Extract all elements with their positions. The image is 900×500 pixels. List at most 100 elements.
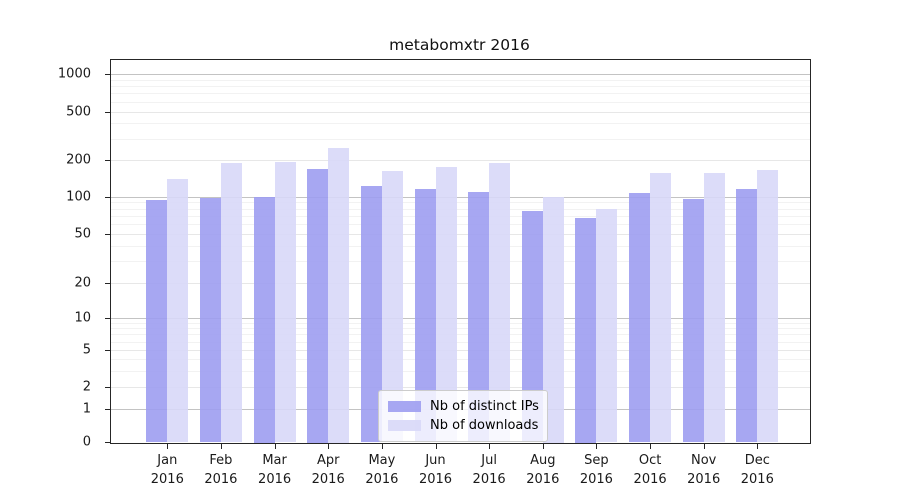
y-axis-tick-label: 200 <box>66 152 91 168</box>
legend: Nb of distinct IPs Nb of downloads <box>378 390 548 442</box>
y-axis-tick-label: 0 <box>82 434 91 450</box>
legend-swatch-distinct-ips <box>388 401 421 412</box>
bar-nb-of-distinct-ips <box>682 198 704 443</box>
x-tick-mark <box>596 444 598 449</box>
grid-line-minor <box>111 224 810 226</box>
y-tick-mark <box>105 350 110 351</box>
grid-line-minor <box>111 202 810 204</box>
bar-nb-of-distinct-ips <box>575 217 597 443</box>
y-axis-tick-label: 1 <box>82 401 91 417</box>
x-axis-tick-label: Aug 2016 <box>526 453 560 487</box>
grid-line-minor <box>111 86 810 88</box>
legend-label: Nb of downloads <box>430 418 539 433</box>
grid-line-major <box>111 111 810 113</box>
y-tick-mark <box>105 442 110 444</box>
x-axis-tick-label: Apr 2016 <box>311 453 345 487</box>
x-tick-mark <box>542 444 544 449</box>
bar-nb-of-distinct-ips <box>360 186 382 443</box>
grid-line-minor <box>111 138 810 140</box>
grid-line-minor <box>111 341 810 343</box>
grid-line-major <box>111 282 810 284</box>
x-axis-tick-label: Feb 2016 <box>204 453 238 487</box>
bar-nb-of-distinct-ips <box>307 169 329 443</box>
bar-nb-of-distinct-ips <box>521 210 543 443</box>
x-tick-mark <box>757 444 759 449</box>
grid-line-minor <box>111 101 810 103</box>
grid-line-power10 <box>111 74 810 75</box>
grid-line-minor <box>111 370 810 372</box>
grid-line-minor <box>111 79 810 81</box>
y-axis-tick-label: 100 <box>66 189 91 204</box>
grid-line-major <box>111 350 810 351</box>
x-tick-mark <box>328 444 330 449</box>
grid-line-major <box>111 159 810 161</box>
grid-line-major <box>111 234 810 236</box>
grid-line-minor <box>111 123 810 125</box>
grid-line-minor <box>111 359 810 360</box>
grid-line-minor <box>111 216 810 217</box>
y-tick-mark <box>105 317 110 319</box>
bar-nb-of-distinct-ips <box>629 193 651 443</box>
bar-nb-of-downloads <box>220 163 242 443</box>
x-axis-tick-label: Oct 2016 <box>633 453 667 487</box>
x-axis-tick-label: Nov 2016 <box>687 453 721 487</box>
bar-nb-of-downloads <box>650 172 672 443</box>
grid-line-minor <box>111 208 810 210</box>
chart-title: metabomxtr 2016 <box>389 36 530 54</box>
y-tick-mark <box>105 282 110 284</box>
x-tick-mark <box>650 444 652 449</box>
y-tick-mark <box>105 74 110 75</box>
x-tick-mark <box>274 444 276 449</box>
x-axis-tick-label: Jan 2016 <box>150 453 184 487</box>
x-tick-mark <box>435 444 437 449</box>
y-axis-tick-label: 50 <box>74 226 91 242</box>
plot-area: Nb of distinct IPs Nb of downloads 0 1 2 5 1… <box>58 59 811 487</box>
y-axis-tick-label: 1000 <box>57 66 91 82</box>
x-tick-mark <box>489 444 491 449</box>
y-axis-tick-label: 2 <box>82 379 91 395</box>
bar-nb-of-downloads <box>703 172 725 443</box>
y-tick-mark <box>105 234 110 236</box>
grid-line-major <box>111 387 810 388</box>
legend-label: Nb of distinct IPs <box>430 399 539 414</box>
grid-line-minor <box>111 93 810 95</box>
grid-line-minor <box>111 328 810 330</box>
grid-line-minor <box>111 246 810 248</box>
x-axis-tick-label: Jul 2016 <box>472 453 506 487</box>
grid-line-power10 <box>111 196 810 198</box>
bar-nb-of-distinct-ips <box>146 199 168 443</box>
bar-nb-of-distinct-ips <box>736 188 758 443</box>
legend-item: Nb of downloads <box>388 416 538 435</box>
x-axis-tick-label: Dec 2016 <box>740 453 774 487</box>
grid-line-minor <box>111 322 810 324</box>
bar-nb-of-distinct-ips <box>253 196 275 443</box>
y-axis-tick-label: 500 <box>66 104 91 120</box>
x-tick-mark <box>167 444 169 449</box>
y-tick-mark <box>105 409 110 411</box>
y-tick-mark <box>105 387 110 388</box>
bar-nb-of-downloads <box>274 161 296 443</box>
y-axis-tick-label: 5 <box>82 342 91 358</box>
bar-nb-of-distinct-ips <box>468 191 490 443</box>
y-tick-mark <box>105 111 110 113</box>
grid-line-minor <box>111 334 810 336</box>
bar-nb-of-downloads <box>381 170 403 443</box>
x-axis-tick-label: Sep 2016 <box>579 453 613 487</box>
legend-item: Nb of distinct IPs <box>388 397 539 416</box>
y-axis-tick-label: 10 <box>74 310 91 326</box>
y-axis-tick-label: 20 <box>74 275 91 291</box>
bar-nb-of-downloads <box>757 169 779 443</box>
x-tick-mark <box>703 444 705 449</box>
bar-nb-of-downloads <box>489 163 511 443</box>
bar-nb-of-downloads <box>596 208 618 443</box>
legend-swatch-downloads <box>388 420 421 431</box>
bar-nb-of-distinct-ips <box>199 198 221 443</box>
x-tick-mark <box>220 444 222 449</box>
grid-line-power10 <box>111 317 810 319</box>
x-axis-tick-label: Jun 2016 <box>418 453 453 487</box>
x-axis-tick-label: May 2016 <box>365 453 399 487</box>
x-axis-tick-label: Mar 2016 <box>258 453 292 487</box>
y-tick-mark <box>105 196 110 198</box>
bar-nb-of-downloads <box>167 179 189 443</box>
